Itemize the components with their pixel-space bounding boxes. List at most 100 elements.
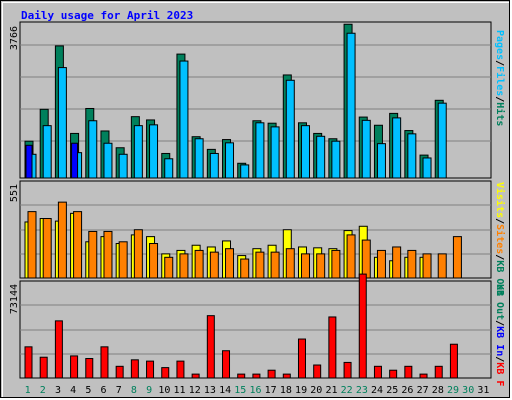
files-bar (407, 133, 417, 179)
x-tick-label: 9 (146, 385, 152, 396)
files-bar (331, 140, 341, 179)
sites-bar (300, 253, 310, 279)
x-tick-label: 10 (158, 385, 170, 396)
files-bar (103, 142, 113, 179)
files-bar (57, 67, 67, 179)
kbf-bar (267, 369, 276, 379)
x-tick-label: 30 (462, 385, 474, 396)
x-tick-label: 11 (174, 385, 186, 396)
kbf-bar (100, 346, 109, 379)
sites-bar (376, 249, 386, 279)
sites-bar (225, 248, 235, 279)
x-tick-label: 7 (116, 385, 122, 396)
sites-bar (209, 251, 219, 279)
sites-bar (164, 256, 174, 279)
sites-bar (452, 236, 462, 279)
sites-bar (103, 230, 113, 279)
x-tick-label: 4 (70, 385, 76, 396)
sites-bar (42, 218, 52, 279)
kbf-bar (130, 359, 139, 379)
kbf-bar (313, 364, 322, 379)
legend-entry: / (494, 254, 505, 260)
sites-bar (57, 201, 67, 279)
x-tick-label: 14 (219, 385, 231, 396)
x-tick-label: 13 (204, 385, 216, 396)
sites-bar (270, 251, 280, 279)
x-tick-label: 17 (265, 385, 277, 396)
legend-entry: Files (494, 66, 506, 96)
kbf-bar (176, 360, 185, 379)
files-bar (346, 32, 356, 179)
kbf-bar (373, 365, 382, 379)
frame-highlight-left (2, 2, 3, 397)
x-tick-label: 27 (417, 385, 429, 396)
y-max-label: 3766 (9, 26, 20, 50)
series-legend: Visits/Sites/KB Out (494, 182, 506, 296)
legend-entry: KB F (494, 362, 505, 386)
legend-entry: KB In (494, 326, 505, 356)
x-tick-label: 23 (356, 385, 368, 396)
sites-bar (392, 246, 402, 279)
kbf-bar (328, 316, 337, 379)
x-tick-label: 6 (101, 385, 107, 396)
files-bar (194, 138, 204, 179)
kbf-bar (252, 373, 261, 379)
frame-highlight-top (2, 2, 509, 3)
kbf-bar (389, 369, 398, 379)
x-tick-label: 22 (341, 385, 353, 396)
files-bar (225, 142, 235, 179)
sites-bar (118, 241, 128, 279)
sites-bar (240, 258, 250, 279)
files-bar (255, 122, 265, 179)
legend-entry: Visits (494, 182, 506, 218)
x-tick-label: 15 (234, 385, 246, 396)
x-tick-label: 20 (310, 385, 322, 396)
x-tick-label: 25 (386, 385, 398, 396)
kbf-bar (70, 355, 79, 379)
kbf-bar (358, 273, 367, 379)
files-bar (361, 119, 371, 179)
chart-title: Daily usage for April 2023 (21, 9, 194, 22)
series-legend: KB Out/KB In/KB F (494, 284, 505, 386)
kbf-bar (297, 338, 306, 379)
legend-entry: KB Out (494, 284, 505, 320)
files-bar (118, 153, 128, 179)
files-bar (437, 102, 447, 179)
files-bar (240, 164, 250, 179)
sites-bar (179, 253, 189, 279)
pages-bar (25, 144, 33, 179)
legend-entry: / (494, 320, 505, 326)
files-bar (376, 143, 386, 179)
x-tick-label: 8 (131, 385, 137, 396)
kbf-bar (39, 356, 48, 379)
files-bar (209, 152, 219, 179)
kbf-bar (146, 360, 155, 379)
files-bar (88, 120, 98, 179)
x-tick-label: 1 (25, 385, 31, 396)
x-tick-label: 12 (189, 385, 201, 396)
sites-bar (73, 211, 83, 279)
sites-bar (407, 249, 417, 279)
x-tick-label: 16 (249, 385, 261, 396)
x-tick-label: 2 (40, 385, 46, 396)
legend-entry: Hits (494, 102, 506, 126)
files-bar (42, 125, 52, 179)
sites-bar (255, 251, 265, 279)
legend-entry: Sites (494, 224, 506, 254)
kbf-bar (419, 373, 428, 379)
kbf-bar (282, 373, 291, 379)
sites-bar (133, 229, 143, 279)
x-tick-label: 19 (295, 385, 307, 396)
files-bar (164, 158, 174, 179)
pages-bar (71, 142, 79, 179)
kbf-bar (237, 373, 246, 379)
sites-bar (194, 249, 204, 279)
x-tick-label: 18 (280, 385, 292, 396)
legend-entry: / (494, 96, 505, 102)
kbf-bar (343, 361, 352, 379)
x-tick-label: 28 (432, 385, 444, 396)
x-tick-label: 26 (401, 385, 413, 396)
files-bar (392, 117, 402, 179)
